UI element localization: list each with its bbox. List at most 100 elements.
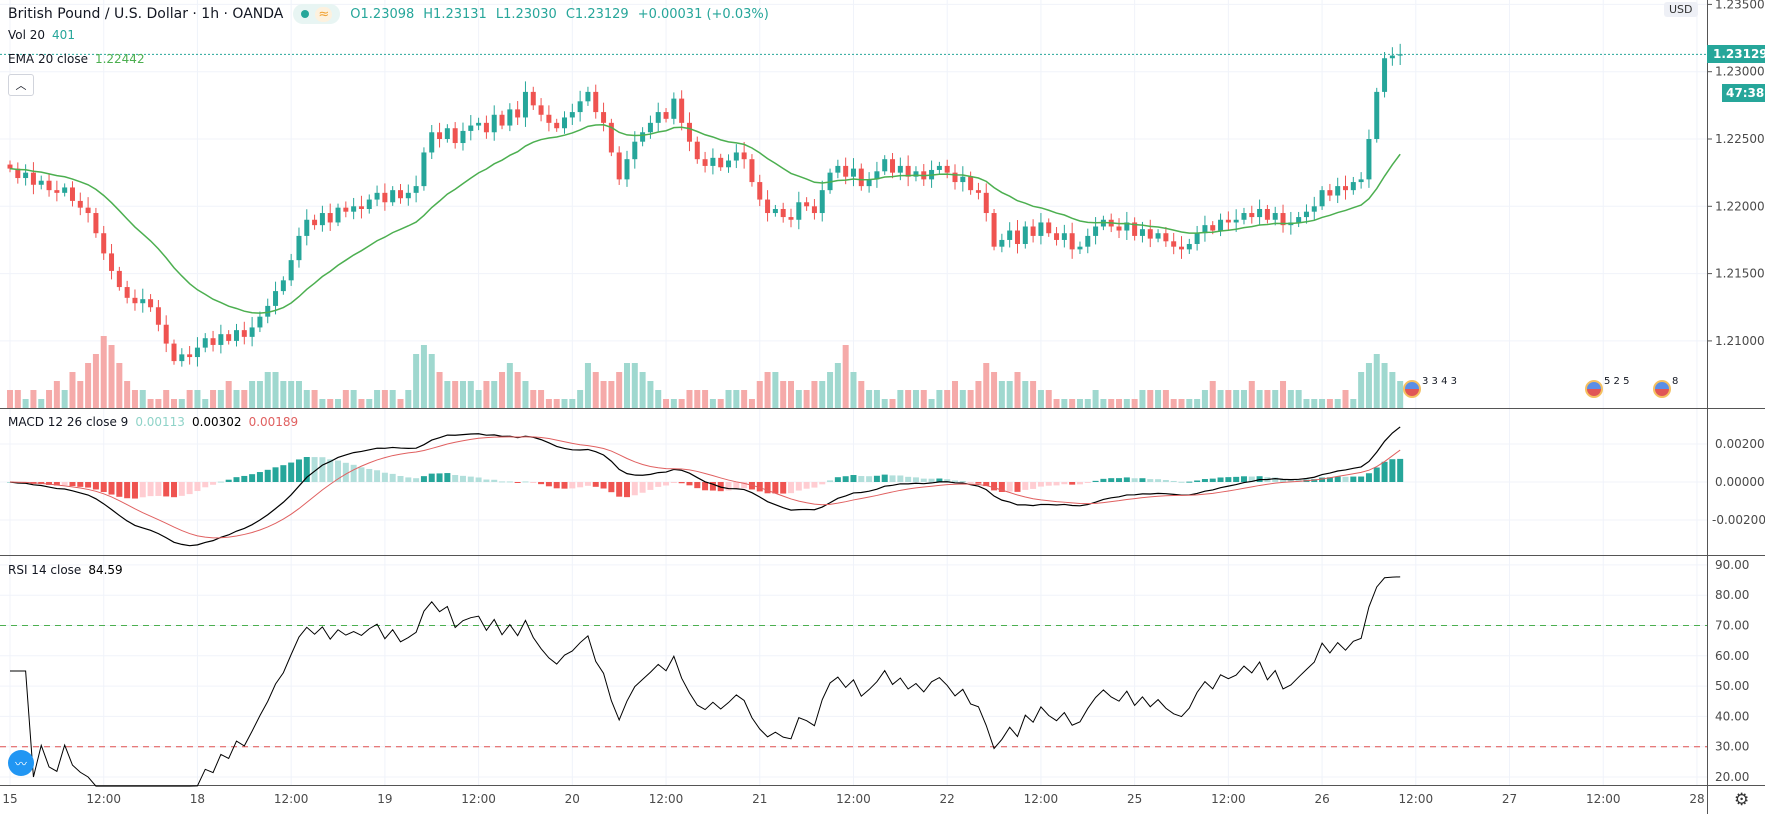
- candle-body: [179, 354, 185, 362]
- volume-bar: [85, 363, 92, 408]
- candle-body: [632, 141, 638, 160]
- macd-histogram-bar: [694, 482, 701, 489]
- macd-histogram-bar: [827, 480, 834, 482]
- macd-histogram-bar: [452, 474, 459, 482]
- volume-bar: [1389, 372, 1396, 408]
- candle-body: [577, 101, 583, 113]
- candle-body: [366, 199, 372, 209]
- macd-histogram-bar: [1092, 480, 1099, 482]
- volume-bar: [1006, 381, 1013, 408]
- candle-body: [507, 109, 513, 126]
- rsi-value: 84.59: [88, 563, 123, 577]
- candle-body: [265, 305, 271, 317]
- volume-legend[interactable]: Vol 20 401: [8, 28, 75, 42]
- macd-histogram-bar: [952, 480, 959, 482]
- volume-bar: [1209, 381, 1216, 408]
- time-tick-label: 19: [377, 792, 392, 806]
- candle-body: [1327, 190, 1333, 196]
- volume-bar: [202, 399, 209, 408]
- economic-event-group[interactable]: 8: [1653, 376, 1678, 398]
- volume-bar: [577, 390, 584, 408]
- candle-body: [960, 176, 966, 183]
- macd-histogram-bar: [772, 482, 779, 494]
- candle-body: [866, 179, 872, 187]
- macd-histogram-bar: [577, 482, 584, 488]
- rsi-legend[interactable]: RSI 14 close 84.59: [8, 563, 123, 577]
- volume-bar: [780, 381, 787, 408]
- candle-body: [890, 159, 896, 173]
- economic-event-group[interactable]: 5 2 5: [1585, 376, 1629, 398]
- candle-body: [686, 122, 692, 142]
- ema-legend[interactable]: EMA 20 close 1.22442: [8, 52, 145, 66]
- candle-body: [874, 171, 880, 180]
- candle-body: [499, 114, 505, 126]
- volume-bar: [1311, 399, 1318, 408]
- macd-histogram-bar: [108, 482, 115, 495]
- macd-histogram-bar: [405, 477, 412, 482]
- macd-histogram-bar: [991, 482, 998, 491]
- volume-bar: [1186, 399, 1193, 408]
- macd-histogram-bar: [686, 482, 693, 486]
- economic-event-group[interactable]: 3 3 4 3: [1403, 376, 1457, 398]
- time-tick-label: 21: [752, 792, 767, 806]
- volume-bar: [1248, 381, 1255, 408]
- price-tick-label: 1.22000: [1715, 199, 1765, 213]
- candle-body: [1007, 230, 1013, 240]
- currency-button[interactable]: USD: [1664, 2, 1698, 17]
- candle-body: [452, 128, 458, 144]
- rsi-tick-label: 90.00: [1715, 558, 1749, 572]
- candle-body: [655, 112, 661, 123]
- macd-histogram-bar: [288, 462, 295, 482]
- candle-body: [218, 334, 224, 345]
- candle-body: [1296, 217, 1302, 223]
- macd-histogram-bar: [709, 482, 716, 491]
- candle-body: [1194, 233, 1200, 244]
- candle-body: [1303, 211, 1309, 218]
- macd-histogram-bar: [1233, 476, 1240, 482]
- candle-body: [765, 199, 771, 214]
- volume-bar: [217, 390, 224, 408]
- candle-body: [273, 291, 279, 306]
- candle-body: [999, 239, 1005, 247]
- time-tick-label: 25: [1127, 792, 1142, 806]
- volume-bar: [311, 390, 318, 408]
- macd-histogram-bar: [420, 476, 427, 482]
- macd-histogram-bar: [366, 468, 373, 482]
- settings-gear-icon[interactable]: ⚙: [1734, 790, 1750, 810]
- volume-bar: [280, 381, 287, 408]
- macd-legend[interactable]: MACD 12 26 close 9 0.00113 0.00302 0.001…: [8, 415, 298, 429]
- candle-body: [772, 208, 778, 214]
- tradingview-logo-icon[interactable]: 〰: [8, 750, 34, 776]
- volume-bar: [1147, 390, 1154, 408]
- volume-bar: [491, 381, 498, 408]
- candle-body: [257, 316, 263, 328]
- volume-bar: [171, 399, 178, 408]
- rsi-label: RSI 14 close: [8, 563, 82, 577]
- volume-bar: [811, 381, 818, 408]
- volume-bar: [30, 390, 37, 408]
- macd-histogram-bar: [264, 469, 271, 482]
- volume-bar: [842, 345, 849, 408]
- macd-histogram-bar: [1194, 480, 1201, 482]
- macd-histogram-bar: [1139, 478, 1146, 482]
- volume-bar: [1373, 354, 1380, 408]
- macd-histogram-bar: [272, 467, 279, 482]
- volume-bar: [38, 399, 45, 408]
- macd-line: [9, 426, 1401, 547]
- volume-bar: [1381, 363, 1388, 408]
- candle-body: [304, 219, 310, 236]
- candle-body: [679, 98, 685, 123]
- candle-body: [796, 202, 802, 220]
- macd-tick-label: 0.00000: [1715, 475, 1765, 489]
- volume-bar: [155, 399, 162, 408]
- candle-body: [530, 91, 536, 106]
- collapse-legend-button[interactable]: ︿: [8, 74, 34, 96]
- macd-histogram-bar: [1076, 482, 1083, 485]
- market-status-pill[interactable]: ≈: [293, 4, 341, 24]
- symbol-title[interactable]: British Pound / U.S. Dollar · 1h · OANDA: [8, 6, 284, 22]
- candle-body: [788, 217, 794, 220]
- macd-histogram-bar: [975, 482, 982, 484]
- macd-hist-value: 0.00113: [135, 415, 185, 429]
- macd-histogram-bar: [944, 479, 951, 482]
